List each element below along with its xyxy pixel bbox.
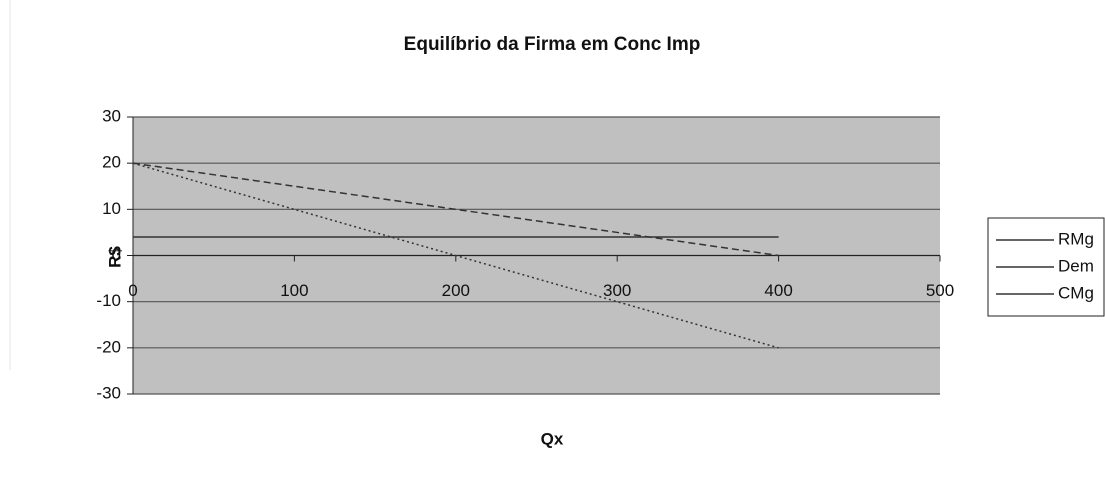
chart-title: Equilíbrio da Firma em Conc Imp [404, 34, 701, 55]
series-line [132, 162, 779, 257]
series-line [132, 162, 779, 349]
y-tick-label: 0 [112, 245, 121, 264]
y-axis-label: R$ [105, 246, 124, 268]
x-tick-label: 400 [764, 281, 792, 300]
y-tick-label: 10 [102, 199, 121, 218]
y-tick-label: -30 [96, 383, 121, 402]
x-tick-label: 0 [128, 281, 137, 300]
legend-label: RMg [1058, 229, 1094, 248]
y-tick-label: -20 [96, 337, 121, 356]
x-tick-label: 300 [603, 281, 631, 300]
y-tick-label: -10 [96, 291, 121, 310]
legend-label: CMg [1058, 283, 1094, 302]
y-tick-label: 20 [102, 153, 121, 172]
x-axis-label: Qx [541, 429, 564, 448]
x-tick-label: 100 [280, 281, 308, 300]
x-tick-label: 500 [926, 281, 954, 300]
legend-label: Dem [1058, 256, 1094, 275]
x-tick-label: 200 [442, 281, 470, 300]
y-tick-label: 30 [102, 106, 121, 125]
